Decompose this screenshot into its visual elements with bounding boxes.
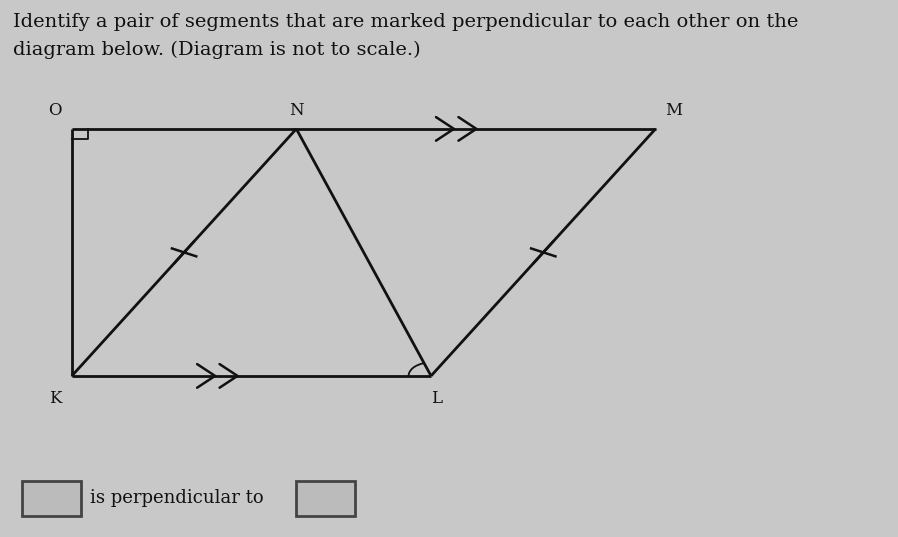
Text: is perpendicular to: is perpendicular to [90, 489, 263, 507]
Text: K: K [49, 390, 62, 407]
Text: N: N [289, 103, 304, 119]
Text: diagram below. (Diagram is not to scale.): diagram below. (Diagram is not to scale.… [13, 40, 421, 59]
Text: L: L [431, 390, 443, 407]
Text: Identify a pair of segments that are marked perpendicular to each other on the: Identify a pair of segments that are mar… [13, 13, 799, 32]
Text: O: O [48, 103, 62, 119]
Text: M: M [665, 103, 682, 119]
